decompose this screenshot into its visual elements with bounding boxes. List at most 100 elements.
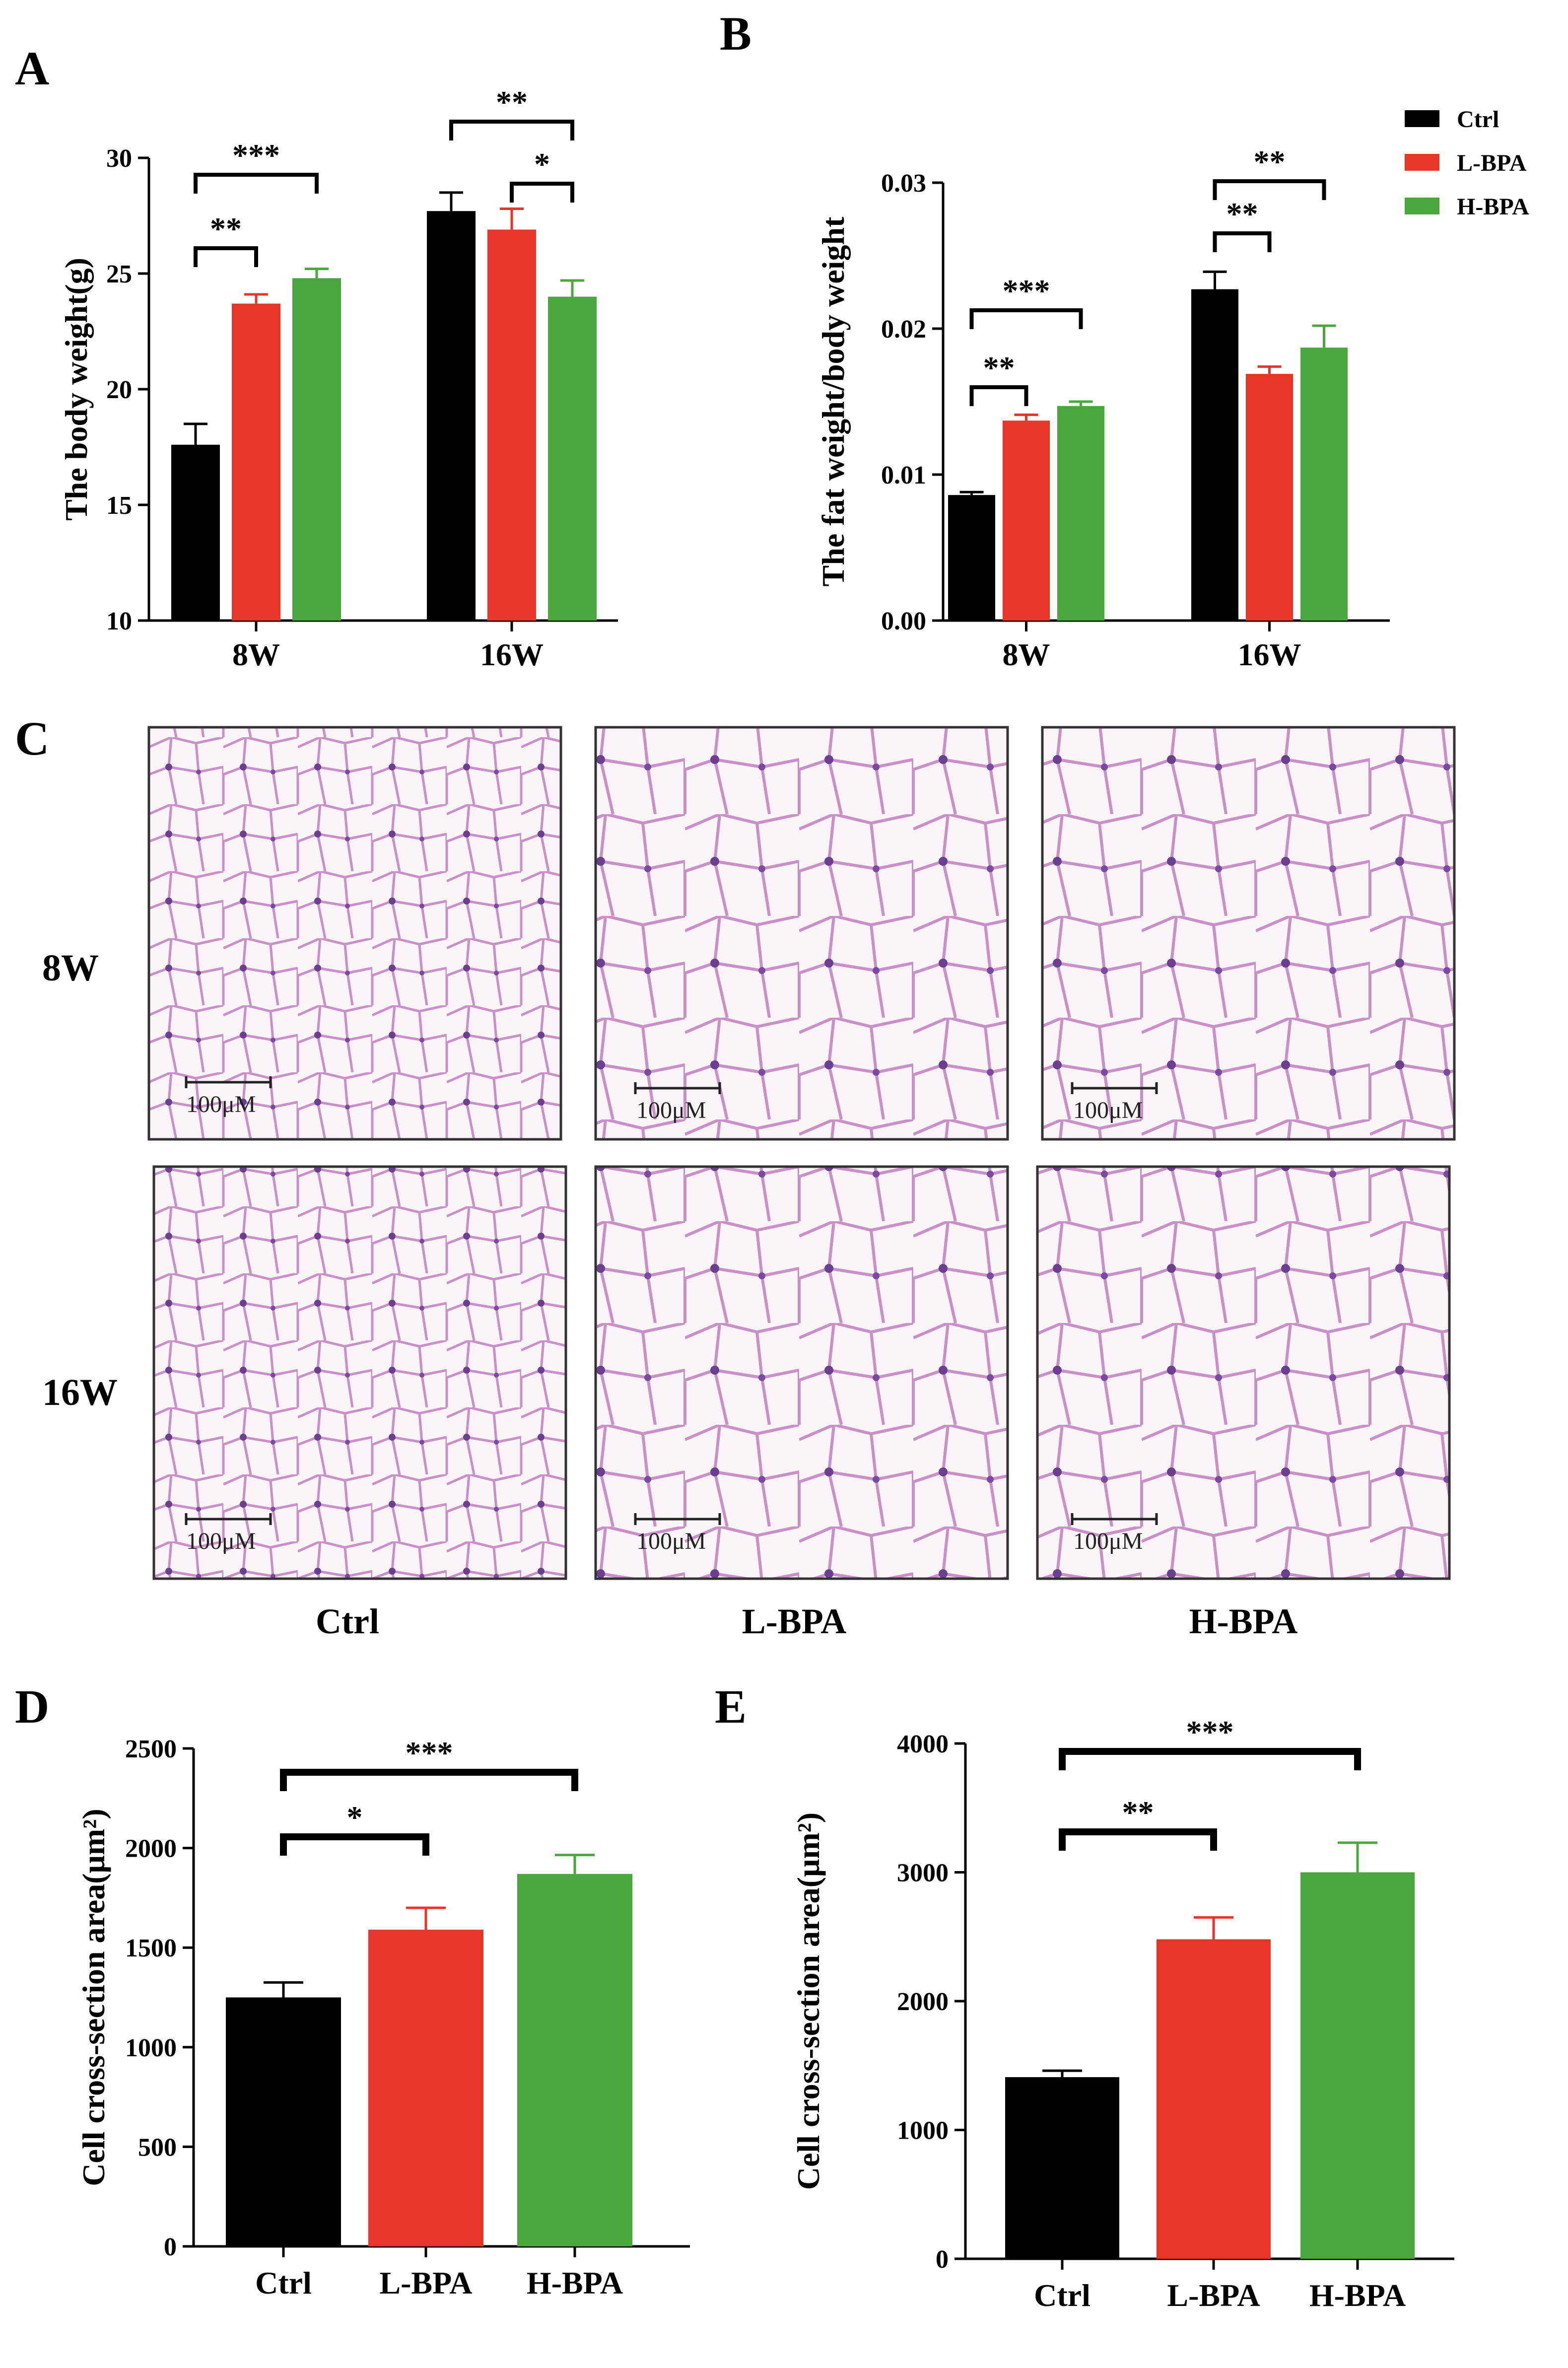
column-label-lbpa: L-BPA — [742, 1602, 847, 1641]
column-label-hbpa: H-BPA — [1189, 1602, 1298, 1641]
chart-b-significance-bracket — [1213, 231, 1272, 252]
chart-b-y-axis-label: The fat weight/body weight — [816, 216, 851, 587]
chart-a-significance-stars: *** — [232, 138, 280, 173]
chart-b-significance-bracket — [969, 385, 1028, 406]
chart-a-significance-bracket — [194, 173, 319, 194]
chart-e-ytick-label: 0 — [936, 2245, 949, 2274]
chart-e-bar-ctrl — [1005, 2077, 1119, 2259]
chart-b-ytick-label: 0.01 — [881, 461, 926, 489]
chart-d-ytick-label: 500 — [138, 2133, 177, 2161]
chart-a-bar-h-bpa-16w — [548, 296, 597, 621]
chart-e-ytick-label: 1000 — [897, 2117, 949, 2145]
chart-e-ytick-label: 3000 — [897, 1859, 949, 1887]
chart-d-bar-l-bpa — [368, 1930, 483, 2246]
chart-a-xtick-label: 8W — [232, 637, 280, 672]
chart-b-ytick-label: 0.00 — [881, 607, 926, 635]
chart-e-significance-stars: *** — [1186, 1714, 1234, 1749]
legend-label-hbpa: H-BPA — [1457, 194, 1529, 220]
chart-b-ytick-label: 0.02 — [881, 315, 926, 344]
chart-d-significance-bracket — [280, 1833, 429, 1856]
row-label-8w: 8W — [42, 947, 99, 989]
panel-label-a: A — [15, 42, 49, 95]
micrograph-16w-lbpa — [594, 1165, 1009, 1580]
chart-b-significance-bracket — [1213, 179, 1326, 200]
chart-b-significance-stars: *** — [1003, 273, 1050, 308]
scale-bar-16w-lbpa: 100μM — [634, 1513, 721, 1554]
chart-d-xtick-label: Ctrl — [255, 2265, 312, 2300]
scale-bar-16w-ctrl: 100μM — [185, 1513, 272, 1554]
legend-label-lbpa: L-BPA — [1457, 150, 1527, 176]
chart-a-bar-l-bpa-8w — [232, 303, 280, 621]
chart-a-y-axis-label: The body weight(g) — [59, 258, 94, 521]
chart-b-xtick-label: 16W — [1238, 637, 1301, 672]
chart-e-significance-bracket — [1059, 1828, 1217, 1851]
chart-b-significance-stars: ** — [983, 350, 1015, 385]
chart-e-y-axis-label: Cell cross-section area(μm²) — [791, 1812, 826, 2190]
chart-a-significance-stars: ** — [496, 84, 528, 120]
chart-d-xtick-label: H-BPA — [527, 2265, 623, 2300]
legend-label-ctrl: Ctrl — [1457, 106, 1499, 133]
scale-bar-16w-hbpa: 100μM — [1071, 1513, 1158, 1554]
chart-b-bar-l-bpa-8w — [1003, 420, 1050, 621]
chart-d-significance-bracket — [280, 1769, 578, 1791]
chart-d-ytick-label: 1500 — [125, 1934, 177, 1962]
scale-label-8w-ctrl: 100μM — [186, 1091, 256, 1117]
chart-b-ytick-label: 0.03 — [881, 169, 926, 198]
scale-bar-8w-hbpa: 100μM — [1071, 1082, 1158, 1123]
scale-bar-8w-lbpa: 100μM — [634, 1082, 721, 1123]
chart-d-significance-stars: *** — [406, 1735, 453, 1770]
chart-d-ytick-label: 1000 — [125, 2034, 177, 2062]
chart-a-significance-bracket — [510, 182, 574, 203]
chart-a-bar-ctrl-16w — [427, 211, 476, 621]
chart-b-bar-l-bpa-16w — [1246, 374, 1293, 621]
scale-label-16w-ctrl: 100μM — [186, 1528, 256, 1554]
chart-a-bar-l-bpa-16w — [487, 229, 536, 621]
chart-b-bar-h-bpa-16w — [1300, 348, 1348, 621]
chart-d-xtick-label: L-BPA — [379, 2265, 472, 2300]
micrograph-16w-ctrl — [152, 1165, 567, 1580]
scale-label-8w-hbpa: 100μM — [1073, 1097, 1143, 1123]
legend-swatch-hbpa — [1405, 198, 1439, 214]
chart-e-xtick-label: L-BPA — [1167, 2278, 1260, 2313]
chart-e-xtick-label: Ctrl — [1034, 2278, 1091, 2313]
panel-label-e: E — [715, 1680, 747, 1733]
micrograph-8w-ctrl — [147, 726, 562, 1141]
chart-e-cell-area: 0 1000 2000 3000 4000 Cell cross-section area… — [791, 1714, 1454, 2313]
micrograph-8w-lbpa — [594, 726, 1009, 1141]
scale-label-16w-hbpa: 100μM — [1073, 1528, 1143, 1554]
chart-b-bar-h-bpa-8w — [1057, 406, 1104, 621]
chart-a-ytick-label: 10 — [106, 607, 132, 635]
chart-a-bar-h-bpa-8w — [292, 278, 341, 621]
chart-d-cell-area: 0 500 1000 1500 2000 2500 Cell cross-section a… — [76, 1735, 690, 2300]
micrograph-16w-hbpa — [1036, 1165, 1451, 1580]
chart-d-significance-stars: * — [347, 1800, 363, 1835]
panel-label-c: C — [15, 712, 49, 765]
chart-e-ytick-label: 4000 — [897, 1730, 949, 1758]
chart-b-xtick-label: 8W — [1003, 637, 1050, 672]
chart-e-bar-h-bpa — [1300, 1872, 1415, 2259]
chart-b-fat-ratio: 0.00 0.01 0.02 0.03 The fat weight/body weig… — [816, 144, 1390, 672]
chart-d-bar-ctrl — [226, 1997, 341, 2246]
scale-bar-8w-ctrl: 100μM — [185, 1076, 272, 1117]
scale-label-8w-lbpa: 100μM — [636, 1097, 706, 1123]
chart-e-ytick-label: 2000 — [897, 1988, 949, 2016]
chart-d-y-axis-label: Cell cross-section area(μm²) — [76, 1809, 111, 2186]
chart-d-ytick-label: 0 — [164, 2233, 177, 2261]
chart-d-ytick-label: 2000 — [125, 1835, 177, 1863]
chart-a-ytick-label: 30 — [106, 144, 132, 173]
histology-grid: 8W 16W 100μM 100μM 100μM 100μM 100μM — [42, 726, 1456, 1641]
chart-a-ytick-label: 25 — [106, 260, 132, 288]
chart-d-bar-h-bpa — [517, 1874, 632, 2246]
panel-label-b: B — [720, 7, 751, 60]
column-label-ctrl: Ctrl — [316, 1602, 379, 1641]
chart-a-significance-stars: ** — [210, 211, 242, 246]
legend: Ctrl L-BPA H-BPA — [1405, 106, 1529, 220]
chart-e-significance-stars: ** — [1122, 1795, 1154, 1830]
chart-b-significance-stars: ** — [1254, 144, 1286, 179]
chart-b-significance-bracket — [969, 308, 1083, 329]
legend-swatch-lbpa — [1405, 154, 1439, 171]
panel-label-d: D — [15, 1680, 49, 1733]
chart-a-ytick-label: 20 — [106, 376, 132, 404]
